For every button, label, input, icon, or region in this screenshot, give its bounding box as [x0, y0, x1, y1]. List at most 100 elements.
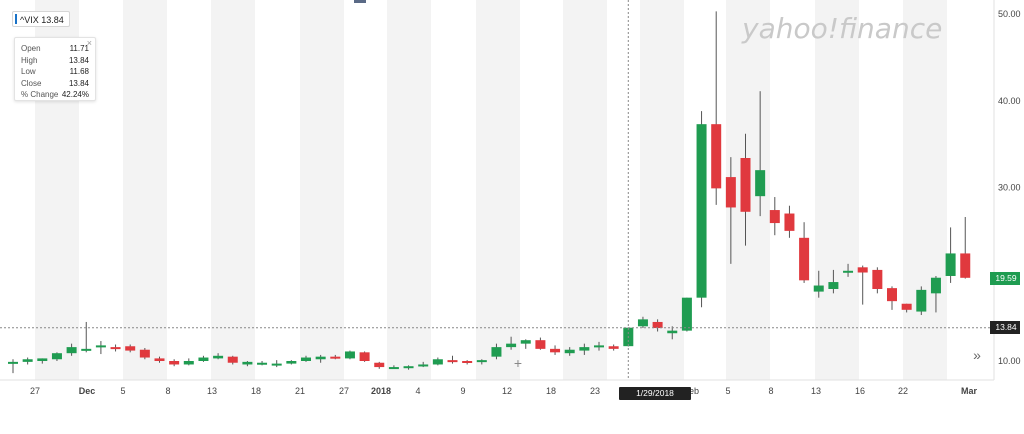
- x-tick-label: 5: [120, 386, 125, 396]
- candle[interactable]: [696, 111, 707, 308]
- candle[interactable]: [476, 359, 487, 365]
- candle[interactable]: [169, 359, 180, 367]
- candle[interactable]: [828, 269, 839, 294]
- candle-body: [110, 347, 121, 350]
- y-tick-label: 50.00: [998, 9, 1021, 19]
- x-tick-label: 4: [415, 386, 420, 396]
- candle[interactable]: [667, 326, 678, 340]
- candle[interactable]: [520, 339, 531, 349]
- background-band: [123, 0, 167, 380]
- x-tick-label: Mar: [961, 386, 978, 396]
- candle[interactable]: [784, 205, 795, 238]
- candle[interactable]: [813, 270, 824, 298]
- candle[interactable]: [330, 354, 341, 360]
- candle[interactable]: [125, 344, 136, 353]
- candle[interactable]: [945, 227, 956, 283]
- candle[interactable]: [769, 197, 780, 236]
- candle[interactable]: [901, 303, 912, 313]
- candle-body: [403, 366, 414, 369]
- drag-handle[interactable]: [354, 0, 366, 3]
- ohlc-value: 11.68: [69, 67, 89, 76]
- candle[interactable]: [271, 360, 282, 368]
- close-icon[interactable]: ×: [86, 38, 92, 48]
- candle[interactable]: [213, 353, 224, 360]
- candle[interactable]: [66, 343, 77, 356]
- candle[interactable]: [887, 286, 897, 310]
- candle[interactable]: [432, 357, 443, 366]
- candle[interactable]: [506, 336, 517, 350]
- candle[interactable]: [198, 355, 209, 362]
- candle[interactable]: [95, 341, 106, 355]
- candle[interactable]: [344, 350, 355, 360]
- symbol-chip[interactable]: ^VIX 13.84: [12, 11, 70, 27]
- candle[interactable]: [447, 355, 458, 364]
- x-axis-ticks: 27 Dec 5 8 13 18 21 27 2018 4 9 12 18 23 eb 5 8 13 16 22 Mar: [30, 386, 978, 396]
- candle[interactable]: [960, 216, 971, 279]
- candle[interactable]: [139, 347, 150, 360]
- candle[interactable]: [652, 319, 663, 332]
- candle[interactable]: [594, 341, 604, 351]
- candle[interactable]: [359, 351, 370, 362]
- candle[interactable]: [916, 286, 927, 316]
- candle[interactable]: [418, 361, 429, 368]
- candle[interactable]: [564, 347, 575, 356]
- candle[interactable]: [535, 337, 546, 350]
- candle[interactable]: [51, 352, 62, 361]
- candle[interactable]: [462, 360, 473, 365]
- candle[interactable]: [315, 354, 326, 363]
- chevron-double-right-icon[interactable]: »: [973, 347, 981, 363]
- candle[interactable]: [711, 11, 722, 205]
- candle[interactable]: [491, 343, 502, 360]
- candle[interactable]: [81, 321, 92, 353]
- candle[interactable]: [579, 343, 590, 355]
- candle-body: [506, 343, 517, 348]
- plus-icon[interactable]: +: [513, 355, 523, 371]
- candle[interactable]: [799, 222, 810, 283]
- candle[interactable]: [301, 355, 311, 362]
- x-tick-label: eb: [689, 386, 699, 396]
- candle[interactable]: [110, 344, 121, 352]
- candle[interactable]: [550, 345, 561, 355]
- candle[interactable]: [22, 357, 33, 365]
- background-band: [640, 0, 684, 380]
- crosshair-price-badge: 13.84: [990, 321, 1020, 334]
- x-tick-label: 27: [339, 386, 349, 396]
- candle-body: [66, 347, 77, 354]
- candle[interactable]: [257, 361, 268, 366]
- candle[interactable]: [637, 316, 648, 329]
- candle-body: [271, 363, 282, 366]
- candle[interactable]: [242, 361, 253, 367]
- background-band: [476, 0, 520, 380]
- candle[interactable]: [740, 133, 751, 246]
- candle[interactable]: [872, 267, 883, 294]
- candle[interactable]: [388, 365, 399, 370]
- candle[interactable]: [154, 356, 165, 363]
- candle[interactable]: [8, 359, 18, 374]
- current-price-badge: 19.59: [990, 272, 1020, 285]
- candle-body: [301, 357, 311, 361]
- candle-body: [887, 288, 897, 302]
- candle[interactable]: [681, 297, 692, 332]
- x-tick-label: Dec: [79, 386, 96, 396]
- candle[interactable]: [37, 358, 48, 364]
- candle[interactable]: [755, 91, 766, 217]
- ohlc-label: High: [21, 55, 38, 65]
- candle-body: [696, 124, 707, 298]
- candle[interactable]: [843, 263, 854, 277]
- candle[interactable]: [183, 358, 194, 366]
- candle[interactable]: [930, 275, 941, 313]
- candle[interactable]: [608, 344, 619, 351]
- candle[interactable]: [403, 365, 414, 370]
- candle[interactable]: [857, 265, 868, 305]
- candle[interactable]: [725, 157, 736, 264]
- ohlc-value: 13.84: [68, 55, 89, 65]
- x-tick-label: 5: [725, 386, 730, 396]
- candle-body: [799, 237, 810, 281]
- x-tick-label: 16: [855, 386, 865, 396]
- candle[interactable]: [286, 360, 297, 365]
- candle[interactable]: [374, 361, 385, 369]
- candle-body: [388, 367, 399, 370]
- candle-body: [608, 346, 619, 349]
- candle[interactable]: [227, 355, 238, 365]
